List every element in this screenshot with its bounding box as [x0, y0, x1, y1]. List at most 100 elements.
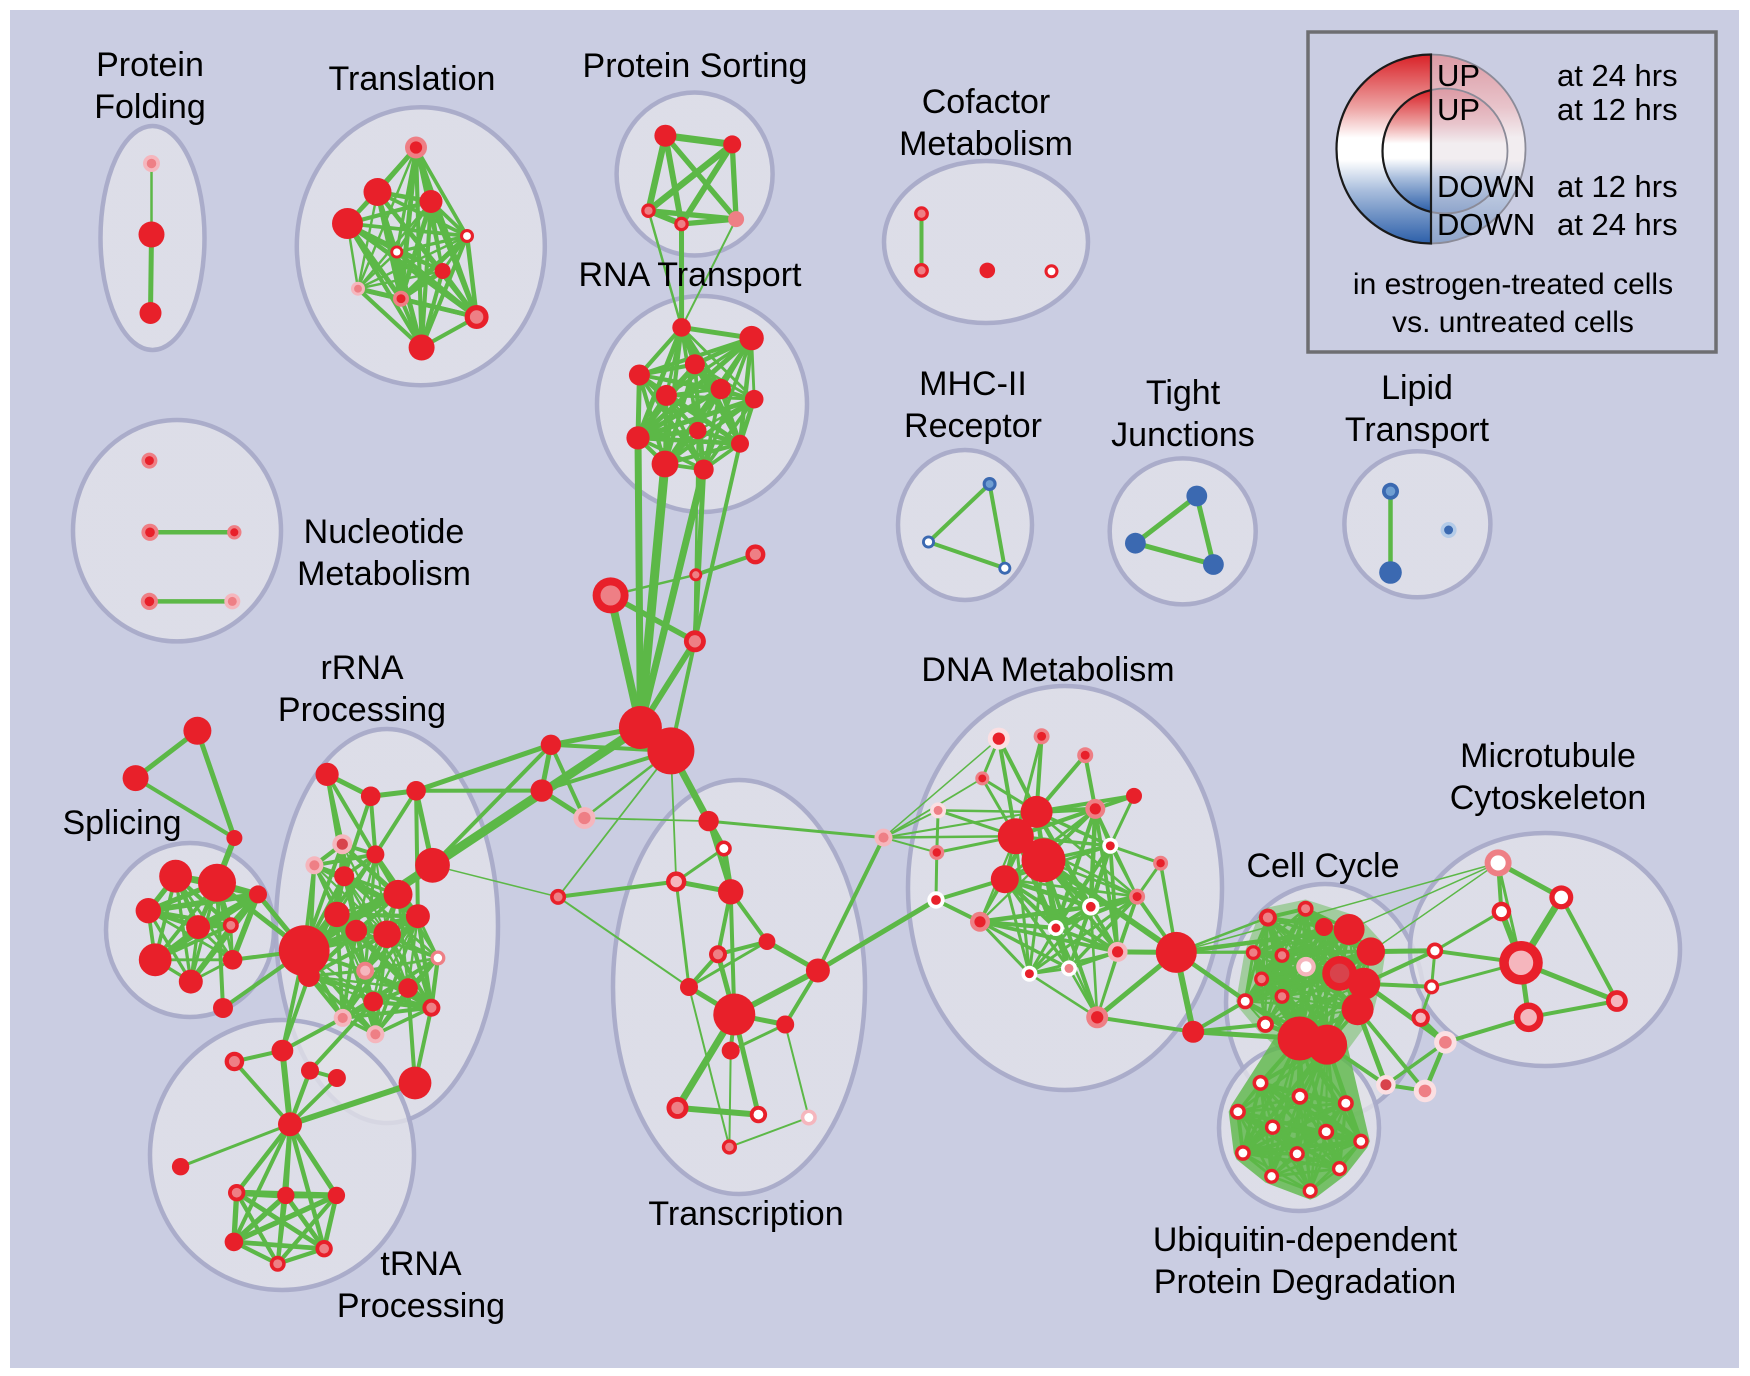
edge-rr11-rr20 — [340, 928, 359, 1020]
edge-tn4-tn7 — [283, 1193, 327, 1252]
node-core-tr9 — [396, 294, 406, 304]
node-dn19 — [1047, 920, 1064, 936]
edge-ps2-ps3 — [645, 141, 736, 214]
node-rr10 — [324, 901, 350, 928]
node-tr2 — [363, 178, 392, 206]
node-dn14 — [990, 865, 1019, 894]
node-ring-rt12 — [693, 459, 714, 480]
node-dn8 — [1020, 795, 1053, 828]
node-rt4 — [628, 364, 650, 386]
edge-mc1-dn23 — [1175, 862, 1499, 954]
edge-rr15-rr16 — [363, 956, 440, 973]
edge-ps3-rt1 — [647, 209, 683, 329]
node-core-co2 — [749, 548, 762, 561]
node-ring-rt5 — [710, 378, 731, 400]
node-t15 — [800, 1109, 817, 1126]
node-pf1 — [143, 155, 160, 172]
node-hL1 — [540, 734, 562, 755]
node-tn4 — [277, 1186, 295, 1205]
node-core-ug — [1356, 1136, 1366, 1146]
edge-ps1-ps5 — [662, 133, 739, 222]
node-dn12 — [1102, 837, 1119, 854]
edge-rr8-hL2 — [430, 788, 544, 868]
edge-dn12-dn20 — [1108, 843, 1120, 954]
node-cc10 — [1254, 971, 1270, 987]
cluster-label-cofactor-metabolism: Cofactor Metabolism — [899, 83, 1073, 163]
node-core-mh1 — [985, 480, 994, 488]
node-core-dn22 — [1024, 969, 1034, 979]
node-ring-rr7 — [334, 866, 355, 887]
node-core-t13 — [671, 1101, 684, 1115]
edge-tr4-tr11 — [345, 221, 424, 350]
node-core-rr5 — [309, 860, 320, 871]
edge-tn1-tn3 — [234, 1122, 293, 1195]
node-ring-rr9 — [383, 879, 413, 909]
node-ring-rr13 — [405, 904, 430, 929]
node-tn7 — [315, 1240, 333, 1258]
node-ring-sl9 — [249, 885, 267, 904]
node-rt5 — [710, 378, 731, 400]
node-cc4 — [1333, 914, 1365, 945]
edge-tr7-tr9 — [398, 268, 446, 302]
node-core-uj — [1335, 1164, 1344, 1173]
node-ring-rr27 — [327, 1069, 346, 1087]
edge-dn14-dn18 — [1002, 876, 1094, 910]
edge-rr2-rr7 — [342, 794, 373, 879]
node-mc11 — [1376, 1075, 1396, 1095]
node-t6 — [758, 933, 776, 950]
edge-uf-uh — [1240, 1129, 1329, 1155]
node-rr5 — [305, 856, 324, 875]
node-sl7 — [178, 969, 203, 994]
edge-sl3-sl9 — [145, 891, 261, 914]
edge-rr3-hL1 — [413, 742, 554, 794]
node-rt9 — [626, 426, 650, 450]
node-core-tr6 — [393, 248, 401, 256]
legend-caption: in estrogen-treated cells vs. untreated c… — [1353, 268, 1673, 339]
node-ring-dn6 — [1126, 787, 1142, 804]
edge-rr26-tn1 — [287, 1080, 418, 1128]
edge-rr8-t5 — [431, 864, 559, 898]
legend-time-0: at 24 hrs — [1557, 58, 1678, 93]
edge-uj-uk — [1270, 1167, 1341, 1178]
node-core-lt3 — [1444, 525, 1454, 535]
node-dn7 — [1085, 798, 1106, 819]
node-rr6 — [366, 845, 385, 864]
node-cc0 — [1182, 1020, 1205, 1043]
node-mc12 — [1413, 1079, 1437, 1103]
node-cc12 — [1237, 993, 1254, 1010]
edge-mc3-mc5 — [1433, 910, 1503, 953]
node-t8 — [680, 978, 698, 996]
edge-cc3-cc6 — [1251, 925, 1326, 954]
edge-ps2-ps4 — [678, 141, 736, 227]
edge-ps1-ps2 — [661, 132, 736, 148]
node-ps2 — [723, 135, 742, 154]
edge-cc14-mc12 — [1355, 1007, 1427, 1093]
node-core-uk — [1267, 1172, 1276, 1181]
node-core-nm5 — [227, 596, 237, 606]
node-core-mh3 — [1001, 564, 1009, 572]
node-core-pf1 — [146, 158, 157, 169]
node-ring-t10 — [713, 993, 756, 1036]
node-ring-rt9 — [626, 426, 650, 450]
cluster-label-protein-folding: Protein Folding — [94, 46, 206, 126]
node-core-mc4 — [1508, 950, 1534, 976]
edge-tj2-tj3 — [1132, 540, 1216, 567]
edge-tj1-tj3 — [1194, 493, 1216, 567]
node-mc6 — [1424, 979, 1440, 995]
node-ring-cc3 — [1315, 918, 1333, 936]
node-t14 — [749, 1105, 768, 1124]
legend-time-3: at 24 hrs — [1557, 207, 1678, 242]
node-ua — [1252, 1074, 1269, 1091]
edge-tr9-tr10 — [398, 296, 479, 320]
node-core-cc9 — [1329, 963, 1350, 984]
edge-rr1-rr9 — [325, 772, 400, 897]
node-core-ps3 — [644, 206, 653, 215]
cluster-label-line: Metabolism — [899, 125, 1073, 163]
node-core-co1 — [692, 571, 700, 579]
node-core-dn5 — [933, 805, 943, 815]
node-sl8 — [222, 950, 243, 970]
node-t2 — [715, 840, 732, 857]
node-t5 — [550, 888, 567, 905]
cluster-label-line: Folding — [94, 88, 206, 126]
edge-tr5-tr6 — [395, 234, 469, 254]
